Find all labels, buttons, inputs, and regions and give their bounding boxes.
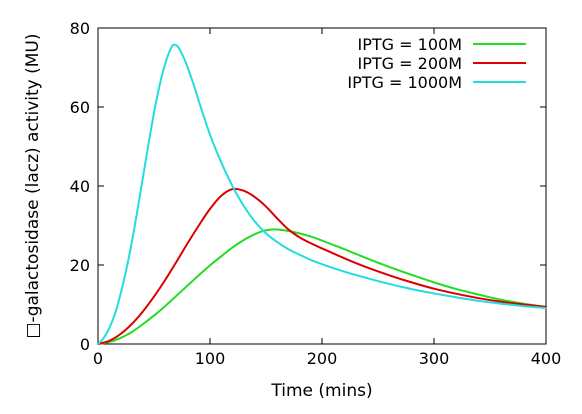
y-tick-label: 20	[70, 256, 90, 275]
legend-label-1: IPTG = 100M	[358, 35, 462, 54]
series-line-2	[97, 187, 547, 345]
y-axis-title: □-galactosidase (lacz) activity (MU)	[23, 34, 43, 339]
y-tick-label: 80	[70, 19, 90, 38]
legend-label-2: IPTG = 200M	[358, 54, 462, 73]
y-tick-label: 60	[70, 98, 90, 117]
x-tick-label: 100	[195, 349, 226, 368]
x-tick-label: 0	[93, 349, 103, 368]
x-axis-title: Time (mins)	[270, 381, 372, 401]
series-line-1	[97, 228, 547, 345]
x-ticks: 0 100 200 300 400	[93, 28, 561, 368]
x-tick-label: 400	[531, 349, 562, 368]
plot-frame	[97, 27, 547, 345]
y-ticks: 0 20 40 60 80	[70, 19, 546, 354]
series-lines	[97, 43, 547, 345]
x-tick-label: 200	[307, 349, 338, 368]
legend-label-3: IPTG = 1000M	[347, 73, 462, 92]
y-tick-label: 0	[80, 335, 90, 354]
y-tick-label: 40	[70, 177, 90, 196]
series-line-3	[97, 43, 547, 345]
x-tick-label: 300	[419, 349, 450, 368]
